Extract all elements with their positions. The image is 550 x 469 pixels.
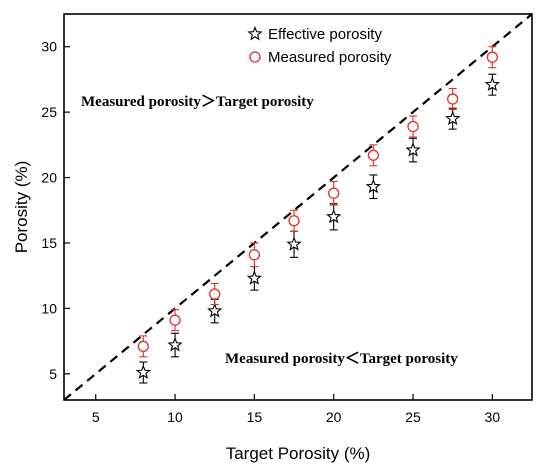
effective-porosity-point: [246, 265, 262, 291]
y-tick-label: 30: [41, 39, 57, 55]
measured-porosity-point: [407, 115, 419, 138]
measured-porosity-marker: [486, 51, 498, 63]
measured-porosity-point: [209, 282, 221, 306]
measured-porosity-marker: [447, 93, 459, 105]
legend: Effective porosity Measured porosity: [247, 25, 392, 66]
y-tick-label: 5: [49, 366, 57, 382]
effective-porosity-marker: [326, 208, 342, 224]
measured-porosity-marker: [137, 340, 149, 353]
x-tick-label: 30: [485, 409, 501, 425]
x-tick-label: 10: [167, 409, 183, 425]
x-axis-title: Target Porosity (%): [226, 444, 371, 463]
effective-porosity-marker: [405, 142, 421, 157]
measured-porosity-point: [367, 144, 380, 167]
effective-porosity-point: [326, 203, 342, 231]
legend-marker-measured-porosity: [249, 51, 261, 63]
annotation-upper: Measured porosity＞Target porosity: [81, 94, 314, 110]
effective-porosity-marker: [286, 236, 302, 251]
ticks-layer: 5 10 15 20 25 30 5 10 15 20 25 30: [41, 39, 500, 425]
measured-porosity-marker: [328, 187, 340, 199]
measured-porosity-point: [447, 88, 459, 111]
effective-porosity-marker: [365, 178, 381, 194]
measured-porosity-marker: [367, 149, 380, 161]
y-axis-title: Porosity (%): [12, 161, 31, 254]
x-tick-label: 5: [92, 409, 100, 425]
measured-porosity-point: [288, 209, 300, 232]
effective-porosity-point: [365, 174, 381, 200]
measured-porosity-marker: [288, 215, 300, 227]
effective-porosity-marker: [207, 302, 223, 318]
measured-porosity-point: [486, 46, 498, 69]
effective-porosity-marker: [484, 76, 500, 92]
x-tick-label: 20: [326, 409, 342, 425]
effective-porosity-point: [167, 332, 183, 358]
effective-porosity-marker: [135, 364, 151, 380]
y-tick-label: 25: [41, 104, 57, 120]
x-tick-label: 15: [247, 409, 263, 425]
measured-porosity-marker: [407, 120, 419, 133]
effective-porosity-point: [286, 230, 302, 258]
effective-porosity-point: [405, 137, 421, 163]
legend-label-effective-porosity: Effective porosity: [268, 26, 382, 43]
effective-porosity-marker: [445, 110, 461, 126]
effective-porosity-point: [484, 73, 500, 96]
effective-porosity-point: [135, 361, 151, 384]
legend-circle-icon: [249, 51, 261, 63]
measured-porosity-point: [328, 180, 340, 206]
y-tick-label: 20: [41, 170, 57, 186]
reference-line: [63, 13, 533, 401]
effective-porosity-marker: [167, 337, 183, 352]
measured-porosity-marker: [209, 288, 221, 300]
plot-frame: [63, 13, 533, 401]
measured-porosity-point: [137, 335, 149, 358]
effective-porosity-marker: [246, 270, 262, 285]
effective-porosity-point: [445, 107, 461, 130]
measured-porosity-marker: [248, 249, 261, 261]
measured-porosity-point: [169, 309, 181, 332]
reference-line-layer: [63, 13, 533, 401]
measured-porosity-point: [248, 242, 261, 268]
data-points-layer: [135, 46, 500, 384]
legend-marker-effective-porosity: [247, 25, 263, 41]
measured-porosity-marker: [169, 314, 181, 326]
annotation-lower: Measured porosity＜Target porosity: [225, 351, 458, 367]
legend-label-measured-porosity: Measured porosity: [268, 49, 392, 66]
x-tick-label: 25: [405, 409, 421, 425]
y-tick-label: 15: [41, 235, 57, 251]
y-tick-label: 10: [41, 300, 57, 316]
legend-star-icon: [247, 25, 263, 41]
